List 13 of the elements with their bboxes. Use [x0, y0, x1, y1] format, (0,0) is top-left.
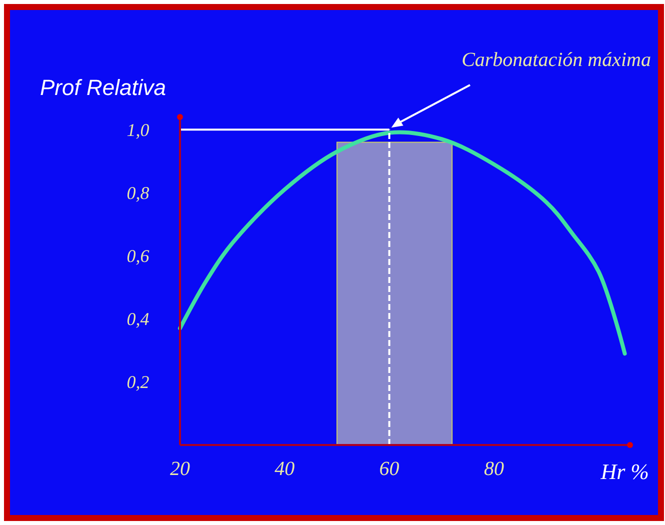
x-tick-label: 60 [379, 458, 400, 480]
x-tick-label: 20 [170, 458, 190, 480]
y-tick-label: 0,6 [126, 246, 150, 266]
text: Carbonatación máxima [462, 49, 651, 71]
x-tick-label: 40 [274, 458, 295, 480]
x-tick-label: 80 [484, 458, 504, 480]
line-series [178, 130, 627, 356]
y-tick-label: 0,4 [126, 309, 150, 330]
y-axis-title: Prof Relativa [40, 75, 166, 100]
y-tick-label: 0,8 [126, 182, 150, 203]
x-axis-title: Hr % [600, 459, 649, 484]
y-tick-label: 1,0 [126, 120, 150, 140]
y-tick-label: 0,2 [126, 372, 150, 392]
